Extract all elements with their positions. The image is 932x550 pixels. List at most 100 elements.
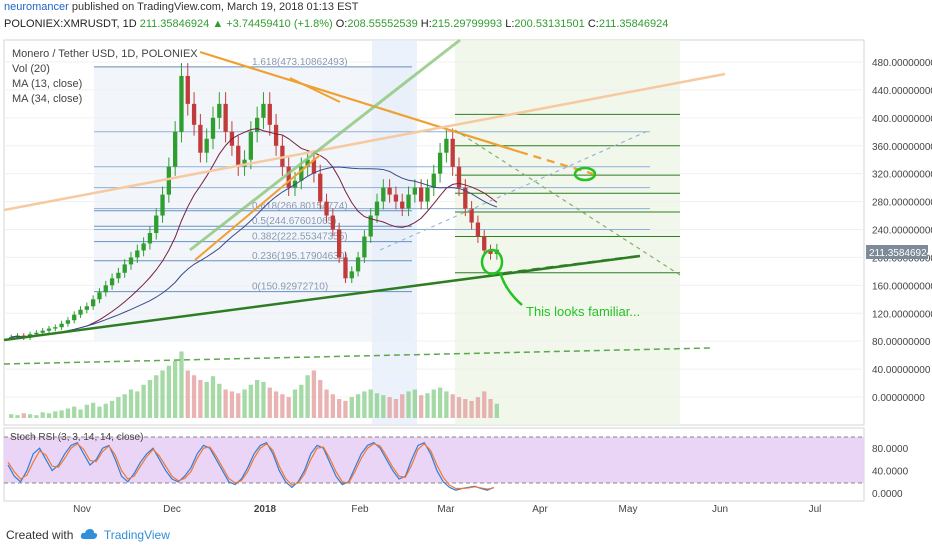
- stoch-rsi-line: [7, 441, 494, 491]
- time-axis: Nov Dec 2018 Feb Mar Apr May Jun Jul: [73, 504, 821, 514]
- volume-bar: [374, 393, 380, 418]
- volume-bar: [349, 397, 354, 418]
- legend-ma13[interactable]: MA (13, close): [12, 78, 83, 90]
- candle-body: [286, 166, 291, 188]
- footer: Created with TradingView: [0, 524, 932, 550]
- candle-body: [59, 323, 64, 328]
- candle-body: [400, 201, 405, 209]
- volume-bar: [59, 410, 64, 418]
- volume-bar: [204, 381, 209, 418]
- rsi-tick-label: 0.0000: [872, 489, 903, 500]
- volume-bar: [210, 376, 216, 418]
- volume-bar: [128, 389, 134, 418]
- candle-body: [343, 257, 348, 279]
- tradingview-brand[interactable]: TradingView: [103, 528, 170, 542]
- candle-body: [337, 229, 342, 258]
- volume-bar: [305, 375, 310, 418]
- legend-ma34[interactable]: MA (34, close): [12, 93, 83, 105]
- volume-bar: [381, 395, 386, 418]
- volume-bar: [280, 394, 285, 418]
- volume-bar: [179, 351, 184, 418]
- created-with: Created with: [6, 528, 74, 542]
- legend-title: Monero / Tether USD, 1D, POLONIEX: [12, 48, 198, 60]
- candle-body: [91, 299, 96, 307]
- candle-body: [217, 103, 222, 118]
- close-label: C:: [587, 18, 599, 30]
- volume-bar: [147, 380, 153, 418]
- candle-body: [223, 103, 228, 132]
- fib-level-label: 1.618(473.10862493): [252, 57, 348, 68]
- candle-body: [78, 309, 83, 315]
- candle-body: [191, 103, 197, 125]
- volume-bar: [393, 399, 399, 418]
- volume-bar: [437, 387, 443, 418]
- time-tick-label: May: [619, 504, 638, 514]
- candle-body: [412, 187, 417, 195]
- candle-body: [267, 103, 272, 125]
- price-tick-label: 80.00000000: [872, 337, 931, 348]
- volume-bar: [406, 391, 411, 418]
- candle-body: [450, 138, 455, 167]
- volume-bar: [387, 397, 392, 418]
- price-tick-label: 280.00000000: [872, 198, 932, 209]
- candle-body: [444, 138, 449, 153]
- candle-body: [437, 152, 443, 174]
- rsi-tick-label: 80.0000: [872, 444, 909, 455]
- candle-body: [305, 159, 310, 167]
- time-tick-label: Dec: [163, 504, 181, 514]
- price-tick-label: 320.00000000: [872, 170, 932, 181]
- rsi-axis: 80.0000 40.0000 0.0000: [872, 444, 909, 500]
- candle-body: [349, 271, 354, 279]
- candle-body: [9, 336, 14, 338]
- fib-level-label: 0.236(195.17904630): [252, 251, 348, 262]
- volume-bar: [311, 370, 317, 418]
- volume-bar: [299, 384, 304, 418]
- close-value: 211.35846924: [598, 18, 669, 30]
- volume-bar: [78, 409, 83, 418]
- volume-bar: [324, 389, 329, 418]
- legend-vol[interactable]: Vol (20): [12, 63, 50, 75]
- price-change: ▲ +3.74459410 (+1.8%): [212, 18, 333, 30]
- candle-body: [463, 187, 468, 209]
- volume-bar: [40, 412, 45, 418]
- time-tick-label: Nov: [73, 504, 91, 514]
- volume-bar: [425, 393, 430, 418]
- candle-body: [261, 103, 266, 118]
- candle-body: [46, 328, 52, 331]
- candle-body: [488, 250, 493, 254]
- candle-body: [393, 194, 399, 202]
- volume-bar: [27, 414, 33, 418]
- annotation-circle-current: [480, 248, 504, 276]
- volume-bar: [65, 408, 71, 418]
- volume-bar: [362, 391, 367, 418]
- candle-body: [355, 257, 361, 272]
- candle-body: [456, 166, 462, 188]
- candle-body: [242, 159, 247, 167]
- candle-body: [34, 332, 39, 335]
- fib-box: [94, 66, 412, 341]
- volume-bar: [412, 389, 417, 418]
- volume-bar: [173, 361, 178, 418]
- volume-bar: [488, 399, 493, 418]
- current-price-label: 211.35846924: [869, 248, 932, 259]
- volume-bar: [185, 370, 190, 418]
- candle-body: [72, 314, 77, 321]
- volume-bar: [84, 404, 89, 418]
- candle-body: [368, 215, 373, 237]
- volume-bar: [368, 389, 373, 418]
- author-link[interactable]: neuromancer: [4, 1, 69, 13]
- volume-bar: [217, 383, 222, 418]
- volume-bar: [242, 389, 247, 418]
- fib-level-label: 0.618(266.80154774): [252, 201, 348, 212]
- trendline-green-steep: [189, 38, 461, 252]
- candle-body: [425, 187, 430, 202]
- volume-bar: [236, 393, 241, 418]
- candle-body: [469, 208, 474, 223]
- annotation-circle-target: [573, 166, 597, 182]
- candle-body: [97, 292, 102, 300]
- candle-body: [248, 131, 253, 160]
- volume-bar: [261, 381, 266, 418]
- volume-bar: [469, 400, 474, 418]
- chart-svg[interactable]: 1.618(473.10862493) 0.618(266.80154774) 0.…: [0, 36, 932, 514]
- moving-averages: [11, 128, 498, 338]
